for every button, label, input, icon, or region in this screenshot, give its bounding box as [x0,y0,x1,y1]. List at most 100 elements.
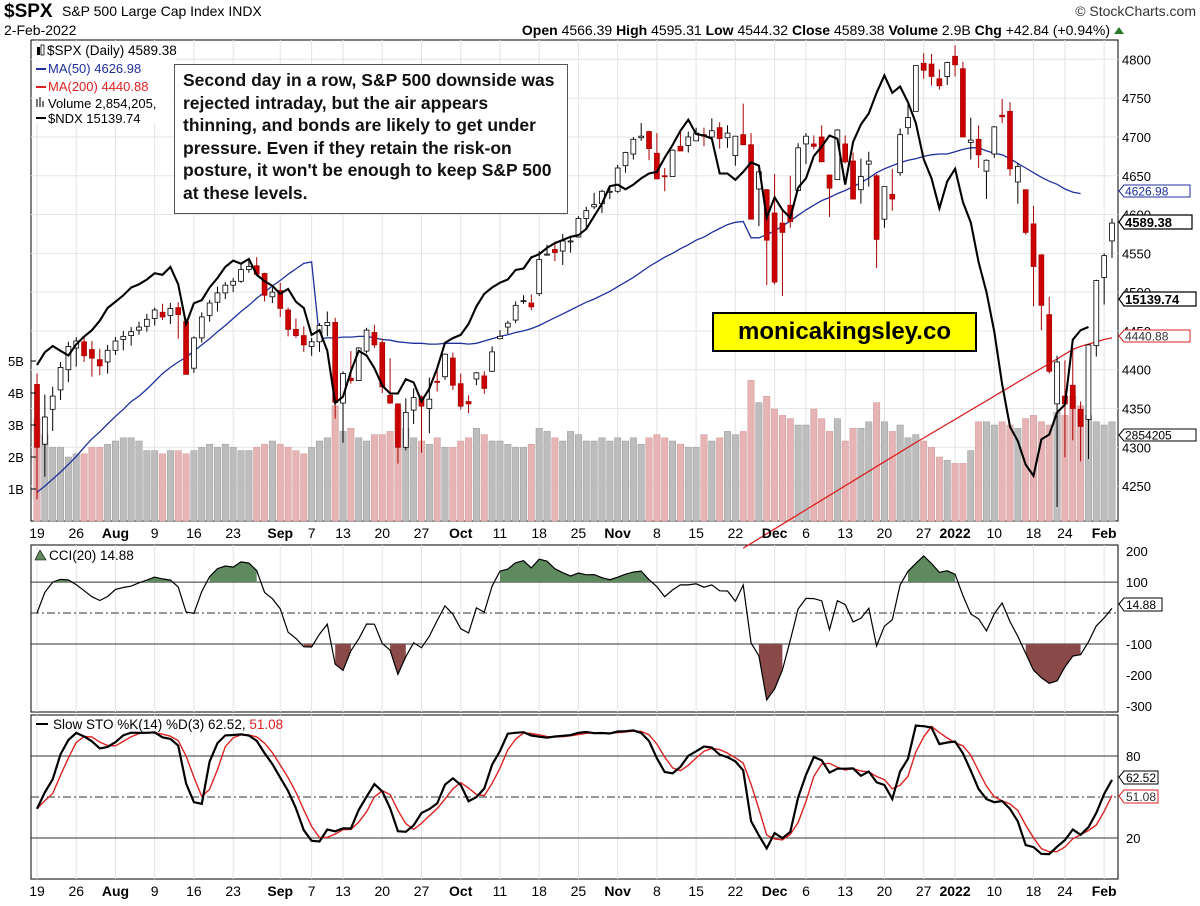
volume-bar [159,453,167,522]
svg-text:14.88: 14.88 [1126,598,1156,612]
x-tick-label: 13 [837,883,853,899]
candle-body [842,143,849,163]
candle-body [614,167,621,192]
candle-body [575,218,582,238]
volume-bar [127,437,135,522]
volume-bar [684,447,692,522]
volume-bar [904,437,912,522]
x-tick-label: 7 [308,525,316,541]
ndx-value-tag: 15139.74 [1118,291,1197,307]
volume-bar [300,453,308,522]
volume-tick-label: 3B [8,418,24,433]
volume-bar [598,437,606,522]
brand-watermark[interactable]: monicakingsley.co [712,312,977,352]
copyright[interactable]: © StockCharts.com [1075,3,1196,19]
cci-legend: CCI(20) 14.88 [34,548,134,563]
sto-label: Slow STO %K(14) %D(3) 62.52, 51.08 [53,717,283,732]
candle-body [65,346,72,371]
volume-bars [33,379,1116,522]
candle-body [481,375,488,389]
volume-bar [465,437,473,522]
volume-bar [1108,421,1116,522]
candle-body [300,335,307,346]
volume-bar [700,434,708,522]
volume-bar [559,440,567,522]
volume-bar [166,450,174,522]
x-tick-label: 24 [1057,525,1073,541]
candle-body [1069,384,1076,409]
price-tick-label: 4750 [1122,91,1151,106]
volume-bar [912,434,920,522]
volume-bar [418,440,425,522]
x-tick-label: Sep [267,883,293,899]
sto-tick-label: 20 [1126,831,1140,846]
volume-bar [771,408,779,522]
x-tick-label: 20 [877,883,893,899]
candle-body [57,366,64,391]
candle-body [136,326,142,331]
volume-bar [928,447,935,522]
volume-bar [151,450,159,522]
candle-body [520,300,527,303]
cci-zone-fill [908,556,956,583]
cci-panel-frame [30,544,1119,713]
x-tick-label: Aug [102,525,129,541]
ohlc-line: Open 4566.39 High 4595.31 Low 4544.32 Cl… [522,22,1110,38]
candle-body [920,62,927,71]
legend-volume: Volume 2,854,205, [48,96,156,111]
volume-bar [959,463,967,522]
candle-body [89,349,95,359]
volume-bar [551,437,559,522]
x-tick-label: 22 [728,883,744,899]
candle-body [858,176,864,191]
candle-body [559,240,566,252]
x-tick-label: Nov [604,883,631,899]
x-tick-label: 20 [877,525,893,541]
x-tick-label: Feb [1092,883,1117,899]
x-tick-label: 9 [151,883,159,899]
volume-bar [457,440,465,522]
volume-bar [1022,418,1030,522]
x-tick-label: 13 [837,525,853,541]
candle-body [771,212,778,283]
candle-body [724,132,731,139]
volume-bar [339,431,347,522]
candle-body [1093,280,1100,347]
cci-zone-fill [1025,644,1081,684]
x-tick-label: 24 [1057,883,1073,899]
volume-bar [873,402,881,522]
candle-body [457,383,464,407]
volume-bar [198,447,206,522]
x-tick-label: 27 [414,883,430,899]
volume-bar [425,443,433,522]
candle-body [1022,189,1029,233]
svg-text:4589.38: 4589.38 [1125,215,1172,230]
candle-body [371,332,378,346]
volume-bar [833,418,841,522]
candle-body [324,321,331,326]
candle-body [198,316,205,339]
candle-body [104,349,111,363]
candle-body [881,186,888,220]
legend-main: $SPX (Daily) 4589.38 [47,43,177,58]
candle-body [269,291,276,298]
candle-body [410,397,417,411]
volume-bar [229,447,237,522]
volume-bar [268,440,276,522]
svg-text:2854205: 2854205 [1125,429,1172,443]
candle-body [975,138,982,156]
volume-bar [951,463,959,522]
candle-body [222,284,229,294]
candle-body [716,127,723,139]
price-legend: $SPX (Daily) 4589.38 MA(50) 4626.98 MA(2… [33,43,177,126]
candle-body [748,144,754,220]
candle-body [230,280,237,286]
x-tick-label: 18 [1026,883,1042,899]
volume-bar [1030,415,1037,522]
volume-bar [472,427,480,522]
price-tick-label: 4250 [1122,479,1151,494]
volume-bar [261,443,269,522]
volume-bar [818,418,826,522]
volume-bar [574,434,582,522]
volume-bar [896,424,904,522]
